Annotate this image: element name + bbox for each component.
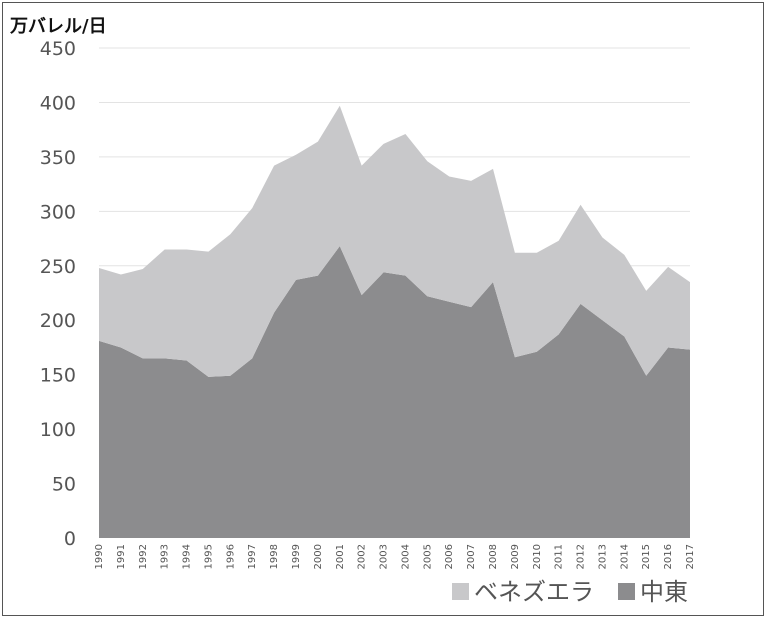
- legend-label-middle-east: 中東: [640, 578, 688, 606]
- y-axis-unit-label: 万バレル/日: [10, 16, 107, 37]
- legend: ベネズエラ 中東: [452, 578, 688, 606]
- y-tick-label: 150: [40, 365, 76, 387]
- x-tick-label: 2002: [357, 544, 368, 569]
- y-tick-label: 450: [40, 38, 76, 60]
- x-tick-label: 1997: [247, 544, 258, 569]
- x-tick-label: 2004: [400, 544, 411, 569]
- x-tick-label: 1992: [138, 544, 149, 569]
- y-tick-label: 200: [40, 310, 76, 332]
- y-tick-label: 0: [64, 528, 76, 550]
- legend-swatch-middle-east: [618, 583, 635, 600]
- x-tick-label: 2003: [379, 544, 390, 569]
- x-tick-label: 2008: [488, 544, 499, 569]
- x-tick-label: 2014: [619, 544, 630, 569]
- x-axis-ticks: 1990 1991 1992 1993 1994 1995 1996 1997 1998 1999…: [94, 544, 696, 569]
- area-series-venezuela: [99, 105, 690, 377]
- y-tick-label: 350: [40, 147, 76, 169]
- x-tick-label: 2010: [532, 544, 543, 569]
- y-axis-ticks: 0 50 100 150 200 250 300 350 400 450: [40, 38, 76, 550]
- x-tick-label: 2006: [444, 544, 455, 569]
- x-tick-label: 2007: [466, 544, 477, 569]
- y-tick-label: 50: [52, 474, 76, 496]
- x-tick-label: 2011: [554, 544, 565, 569]
- y-tick-label: 300: [40, 201, 76, 223]
- x-tick-label: 1999: [291, 544, 302, 569]
- x-tick-label: 2013: [597, 544, 608, 569]
- x-tick-label: 1993: [160, 544, 171, 569]
- x-tick-label: 1991: [116, 544, 127, 569]
- y-tick-label: 250: [40, 256, 76, 278]
- legend-label-venezuela: ベネズエラ: [474, 578, 594, 606]
- x-tick-label: 2012: [576, 544, 587, 569]
- x-tick-label: 1994: [182, 544, 193, 569]
- x-tick-label: 2000: [313, 544, 324, 569]
- x-tick-label: 1996: [225, 544, 236, 569]
- x-tick-label: 2015: [641, 544, 652, 569]
- x-tick-label: 2017: [685, 544, 696, 569]
- x-tick-label: 2016: [663, 544, 674, 569]
- legend-swatch-venezuela: [452, 583, 469, 600]
- x-tick-label: 1995: [203, 544, 214, 569]
- x-tick-label: 1998: [269, 544, 280, 569]
- y-tick-label: 400: [40, 92, 76, 114]
- stacked-areas: [99, 105, 690, 538]
- area-series-middle-east: [99, 246, 690, 538]
- x-tick-label: 2009: [510, 544, 521, 569]
- x-tick-label: 1990: [94, 544, 105, 569]
- x-tick-label: 2001: [335, 544, 346, 569]
- y-tick-label: 100: [40, 419, 76, 441]
- x-tick-label: 2005: [422, 544, 433, 569]
